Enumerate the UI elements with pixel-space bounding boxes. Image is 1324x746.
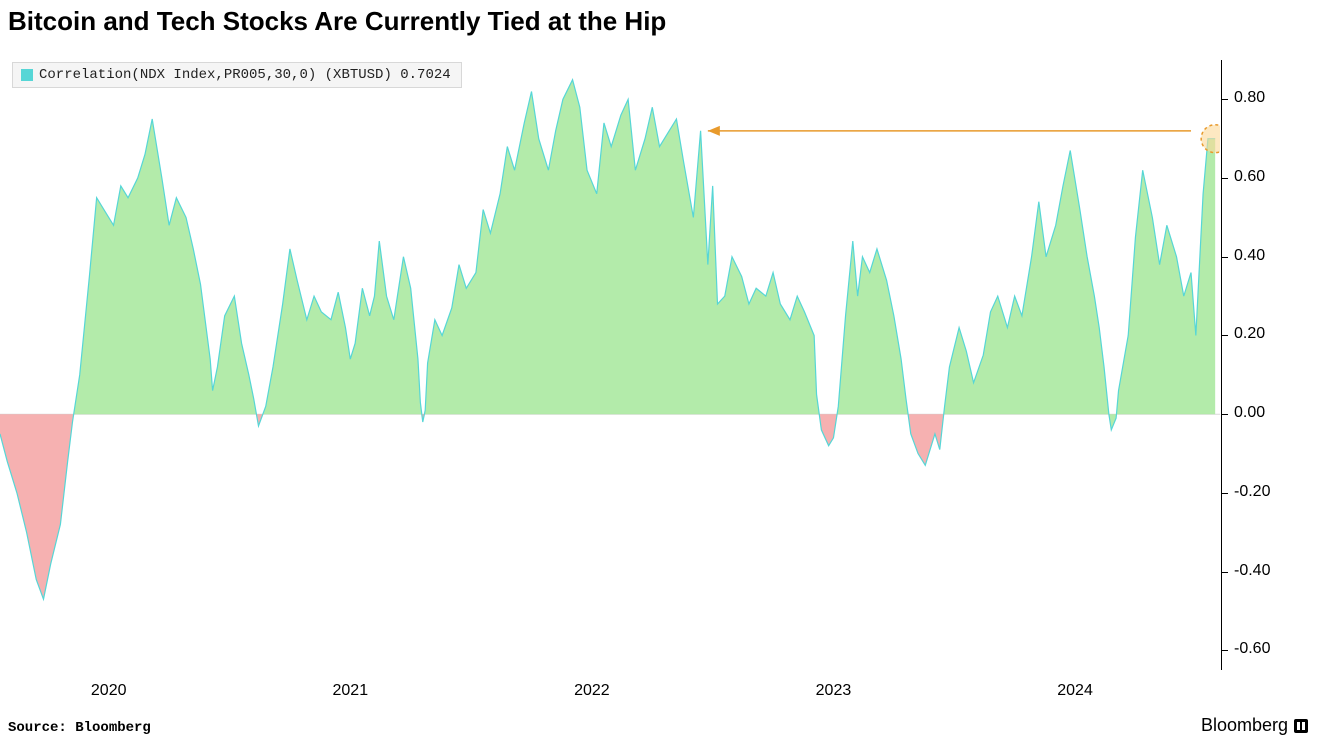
y-tick-mark [1222,99,1228,100]
y-tick-mark [1222,493,1228,494]
x-tick-label: 2024 [1057,682,1093,700]
source-text: Source: Bloomberg [8,720,151,736]
y-axis [1221,60,1222,670]
y-tick-mark [1222,257,1228,258]
y-tick-label: -0.60 [1234,640,1270,658]
y-tick-label: 0.40 [1234,247,1265,265]
y-tick-mark [1222,572,1228,573]
x-tick-label: 2021 [333,682,369,700]
x-tick-label: 2022 [574,682,610,700]
brand-text: Bloomberg [1201,715,1288,736]
y-tick-label: -0.40 [1234,562,1270,580]
y-tick-label: 0.80 [1234,89,1265,107]
chart-title: Bitcoin and Tech Stocks Are Currently Ti… [8,6,666,37]
y-tick-mark [1222,650,1228,651]
y-tick-label: 0.60 [1234,168,1265,186]
brand-logo: Bloomberg [1201,715,1308,736]
y-tick-label: 0.20 [1234,325,1265,343]
y-tick-label: -0.20 [1234,483,1270,501]
y-tick-mark [1222,335,1228,336]
correlation-area-chart [0,60,1220,670]
y-tick-mark [1222,178,1228,179]
brand-icon [1294,719,1308,733]
y-tick-label: 0.00 [1234,404,1265,422]
x-tick-label: 2023 [816,682,852,700]
x-tick-label: 2020 [91,682,127,700]
y-tick-mark [1222,414,1228,415]
